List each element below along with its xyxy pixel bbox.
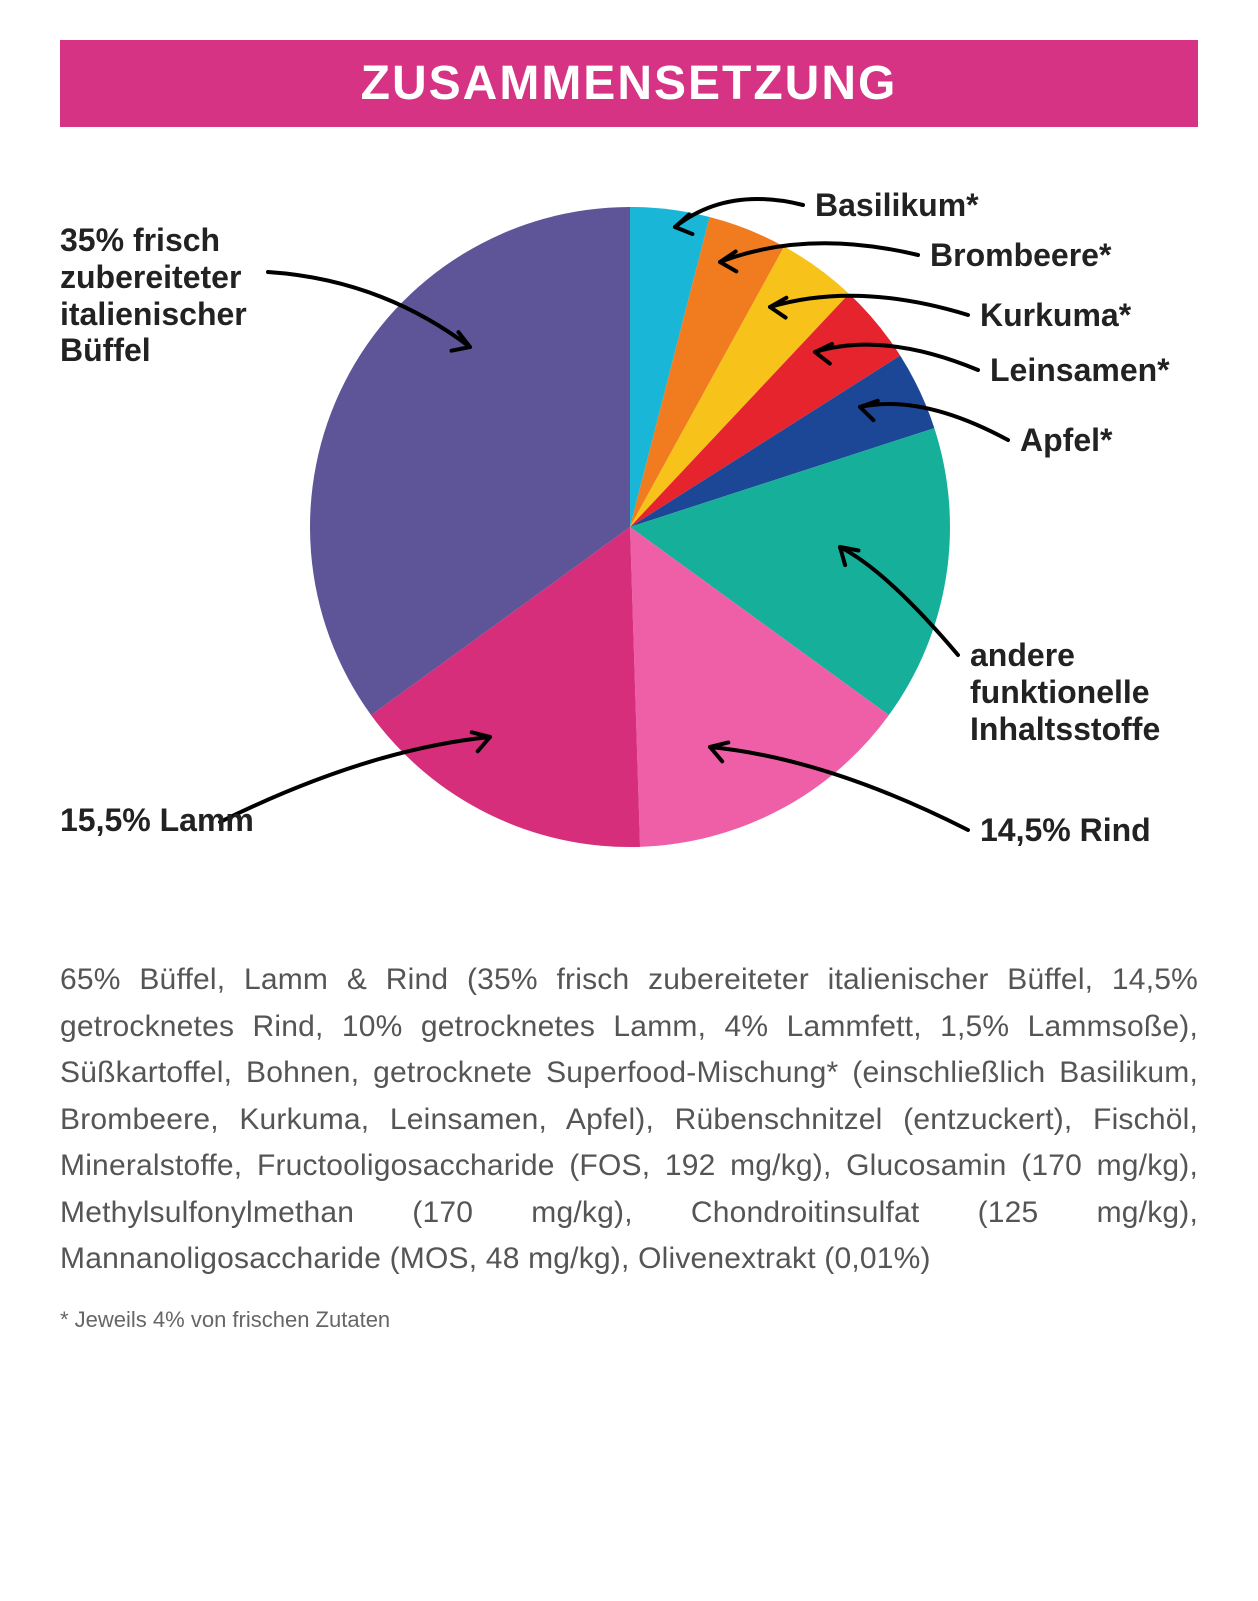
page-title: ZUSAMMENSETZUNG (361, 57, 898, 110)
footnote: * Jeweils 4% von frischen Zutaten (60, 1307, 1198, 1333)
label-rind: 14,5% Rind (980, 812, 1151, 849)
label-lamm: 15,5% Lamm (60, 802, 254, 839)
label-apfel: Apfel* (1020, 422, 1112, 459)
pie-chart-area: Basilikum* Brombeere* Kurkuma* Leinsamen* Ap… (60, 167, 1198, 927)
label-brombeere: Brombeere* (930, 237, 1111, 274)
label-kurkuma: Kurkuma* (980, 297, 1131, 334)
title-bar: ZUSAMMENSETZUNG (60, 40, 1198, 127)
label-basilikum: Basilikum* (815, 187, 979, 224)
composition-text: 65% Büffel, Lamm & Rind (35% frisch zube… (60, 957, 1198, 1283)
label-andere: anderefunktionelleInhaltsstoffe (970, 637, 1160, 747)
pie-wrap (310, 207, 950, 847)
pie-chart (310, 207, 950, 847)
label-bueffel: 35% frischzubereiteteritalienischerBüffe… (60, 222, 247, 369)
label-leinsamen: Leinsamen* (990, 352, 1170, 389)
